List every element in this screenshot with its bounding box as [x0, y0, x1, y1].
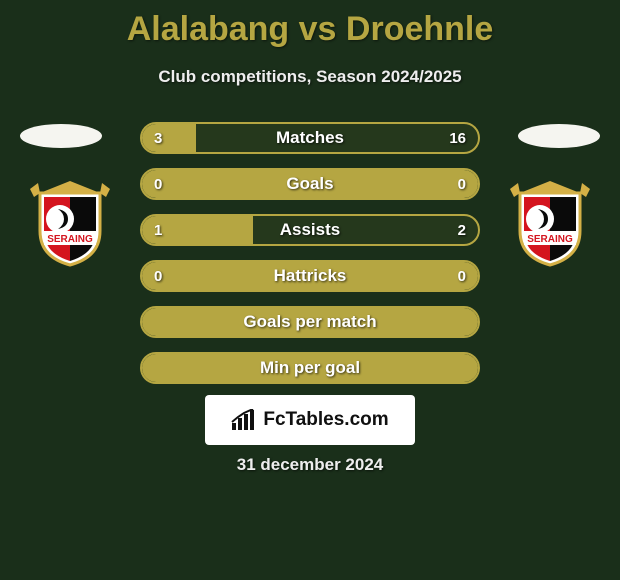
team-badge-right: SERAING	[500, 175, 600, 267]
footer-date: 31 december 2024	[0, 455, 620, 475]
stat-row: 12Assists	[140, 214, 480, 246]
svg-text:SERAING: SERAING	[47, 234, 93, 245]
stat-label: Goals	[142, 170, 478, 198]
stat-row: Goals per match	[140, 306, 480, 338]
footer-brand-text: FcTables.com	[263, 409, 388, 431]
stat-row: 00Goals	[140, 168, 480, 200]
bar-chart-icon	[231, 409, 257, 431]
footer-brand: FcTables.com	[205, 395, 415, 445]
svg-text:SERAING: SERAING	[527, 234, 573, 245]
stat-label: Min per goal	[142, 354, 478, 382]
stat-label: Hattricks	[142, 262, 478, 290]
stat-row: 00Hattricks	[140, 260, 480, 292]
stat-row: 316Matches	[140, 122, 480, 154]
country-flag-left	[20, 124, 102, 148]
stat-label: Matches	[142, 124, 478, 152]
stat-label: Goals per match	[142, 308, 478, 336]
team-badge-left: SERAING	[20, 175, 120, 267]
page-title: Alalabang vs Droehnle	[0, 0, 620, 49]
subtitle: Club competitions, Season 2024/2025	[0, 67, 620, 87]
stat-row: Min per goal	[140, 352, 480, 384]
country-flag-right	[518, 124, 600, 148]
stat-label: Assists	[142, 216, 478, 244]
stats-container: 316Matches 00Goals 12Assists 00Hattricks Goa…	[140, 122, 480, 398]
